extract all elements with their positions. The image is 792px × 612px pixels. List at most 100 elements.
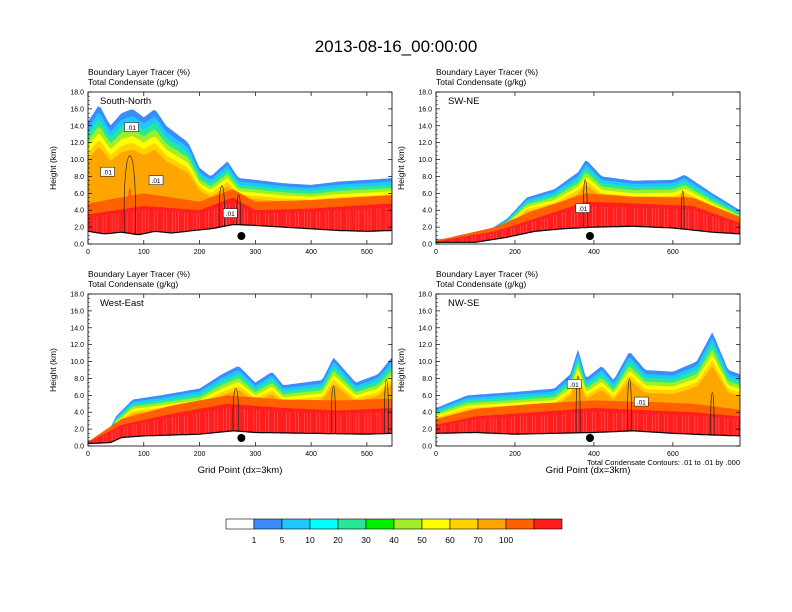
y-tick-label: 14.0	[418, 123, 432, 130]
y-tick-label: 0.0	[422, 444, 432, 451]
x-tick-label: 400	[588, 249, 600, 256]
x-tick-label: 200	[194, 249, 206, 256]
condensate-contour	[123, 155, 136, 234]
svg-text:.01: .01	[578, 206, 587, 213]
x-tick-label: 100	[138, 451, 150, 458]
y-tick-label: 4.0	[74, 410, 84, 417]
y-axis-label: Height (km)	[396, 348, 406, 392]
colorbar-swatch	[533, 518, 563, 530]
y-tick-label: 10.0	[70, 157, 84, 164]
contour-label: .01	[148, 175, 164, 185]
colorbar-label: 50	[417, 535, 427, 545]
boundary-layer-band	[436, 201, 740, 243]
svg-text:.01: .01	[226, 211, 235, 218]
colorbar-swatch	[449, 518, 479, 530]
panel-name: South-North	[100, 96, 151, 107]
panel-header-condensate: Total Condensate (g/kg)	[88, 279, 178, 289]
x-tick-label: 500	[361, 249, 373, 256]
colorbar-label: 60	[445, 535, 455, 545]
y-tick-label: 6.0	[422, 191, 432, 198]
y-tick-label: 16.0	[418, 106, 432, 113]
colorbar-label: 10	[305, 535, 315, 545]
y-tick-label: 4.0	[422, 410, 432, 417]
contour-label: .01	[575, 203, 591, 213]
panel-header-tracer: Boundary Layer Tracer (%)	[436, 67, 538, 77]
y-tick-label: 14.0	[70, 325, 84, 332]
terrain-line	[436, 225, 740, 243]
contour-label: .01	[124, 122, 139, 132]
location-marker	[237, 434, 246, 442]
y-tick-label: 0.0	[422, 242, 432, 249]
x-tick-label: 400	[588, 451, 600, 458]
panel-header-tracer: Boundary Layer Tracer (%)	[88, 67, 190, 77]
terrain-line	[436, 430, 740, 437]
contour-label: .01	[222, 208, 238, 218]
x-tick-label: 0	[86, 249, 90, 256]
x-tick-label: 600	[667, 249, 679, 256]
svg-text:.01: .01	[637, 400, 646, 407]
y-tick-label: 14.0	[418, 325, 432, 332]
x-tick-label: 0	[434, 249, 438, 256]
y-tick-label: 12.0	[70, 140, 84, 147]
location-marker	[237, 232, 246, 240]
terrain-line	[88, 430, 392, 445]
colorbar-swatch	[477, 518, 507, 530]
svg-text:.01: .01	[570, 382, 579, 389]
colorbar-swatch	[393, 518, 423, 530]
colorbar-swatch	[225, 518, 255, 530]
y-tick-label: 8.0	[74, 376, 84, 383]
colorbar-legend: 1 5 10 20 30 40 50 60 70 100	[225, 518, 563, 545]
y-tick-label: 16.0	[70, 106, 84, 113]
colorbar-swatch	[309, 518, 339, 530]
x-tick-label: 300	[249, 451, 261, 458]
colorbar-label: 30	[361, 535, 371, 545]
y-tick-label: 12.0	[418, 140, 432, 147]
colorbar-label: 20	[333, 535, 343, 545]
y-tick-label: 2.0	[422, 427, 432, 434]
y-axis-label: Height (km)	[396, 146, 406, 190]
x-axis-label: Grid Point (dx=3km)	[198, 465, 283, 476]
panel-name: NW-SE	[448, 298, 480, 309]
y-tick-label: 18.0	[418, 292, 432, 299]
y-tick-label: 2.0	[74, 225, 84, 232]
x-tick-label: 200	[509, 451, 521, 458]
y-tick-label: 6.0	[74, 393, 84, 400]
panel-south-north: .01 .01 .01 .01 0.0 2.0 4.0 6.0 8.0 10.0 12.0 14.0 1…	[48, 67, 393, 256]
footnote: Total Condensate Contours: .01 to .01 by…	[587, 458, 740, 467]
x-tick-label: 0	[86, 451, 90, 458]
y-axis-label: Height (km)	[48, 146, 58, 190]
colorbar-swatch	[337, 518, 367, 530]
y-tick-label: 4.0	[422, 208, 432, 215]
condensate-contour	[384, 379, 389, 434]
location-marker	[585, 434, 594, 442]
y-tick-label: 4.0	[74, 208, 84, 215]
panel-header-condensate: Total Condensate (g/kg)	[436, 279, 526, 289]
boundary-layer-band	[436, 408, 740, 436]
panel-header-tracer: Boundary Layer Tracer (%)	[88, 269, 190, 279]
y-tick-label: 6.0	[74, 191, 84, 198]
panel-header-condensate: Total Condensate (g/kg)	[88, 77, 178, 87]
svg-text:.01: .01	[103, 170, 112, 177]
contour-label: .01	[566, 379, 582, 389]
y-tick-label: 8.0	[422, 174, 432, 181]
y-tick-label: 12.0	[70, 342, 84, 349]
colorbar-swatch	[505, 518, 535, 530]
panel-sw-ne: .01 0.0 2.0 4.0 6.0 8.0 10.0 12.0 14.0 16.0 18.0 0 2…	[396, 67, 741, 256]
chart-title: 2013-08-16_00:00:00	[315, 37, 478, 56]
colorbar-label: 1	[252, 535, 257, 545]
boundary-layer-band	[88, 403, 392, 444]
colorbar-label: 100	[499, 535, 513, 545]
condensate-contour	[331, 385, 336, 434]
contour-label: .01	[100, 166, 115, 177]
y-tick-label: 18.0	[70, 90, 84, 97]
svg-text:.01: .01	[127, 125, 136, 132]
colorbar-swatch	[281, 518, 311, 530]
x-tick-label: 400	[305, 451, 317, 458]
panel-header-condensate: Total Condensate (g/kg)	[436, 77, 526, 87]
panel-header-tracer: Boundary Layer Tracer (%)	[436, 269, 538, 279]
y-axis-label: Height (km)	[48, 348, 58, 392]
y-tick-label: 16.0	[418, 308, 432, 315]
condensate-contour	[575, 376, 581, 433]
y-tick-label: 0.0	[74, 444, 84, 451]
colorbar-label: 40	[389, 535, 399, 545]
